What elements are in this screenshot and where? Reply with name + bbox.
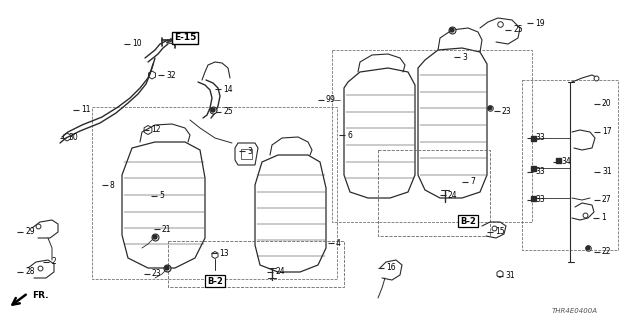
Text: 1: 1 bbox=[601, 213, 605, 222]
Text: 24: 24 bbox=[275, 268, 285, 276]
Text: 16: 16 bbox=[386, 263, 396, 273]
Text: 32: 32 bbox=[166, 70, 175, 79]
Bar bbox=[522, 80, 618, 250]
Text: 3: 3 bbox=[247, 147, 252, 156]
Text: 31: 31 bbox=[602, 167, 612, 177]
Text: B-2: B-2 bbox=[460, 217, 476, 226]
Text: 27: 27 bbox=[602, 196, 612, 204]
Circle shape bbox=[450, 28, 454, 32]
Text: 19: 19 bbox=[535, 19, 545, 28]
Text: 12: 12 bbox=[151, 125, 161, 134]
Text: E-15: E-15 bbox=[174, 34, 196, 43]
Text: 33: 33 bbox=[535, 196, 545, 204]
Text: 8: 8 bbox=[110, 180, 115, 189]
Bar bbox=[92, 107, 337, 279]
Text: 17: 17 bbox=[602, 127, 612, 137]
Text: 29: 29 bbox=[25, 228, 35, 236]
Text: 34: 34 bbox=[561, 157, 571, 166]
Text: 2: 2 bbox=[51, 258, 56, 267]
Text: 30: 30 bbox=[68, 133, 77, 142]
Text: 21: 21 bbox=[162, 225, 172, 234]
Bar bbox=[531, 135, 536, 140]
Text: 33: 33 bbox=[535, 167, 545, 177]
Bar bbox=[531, 165, 536, 171]
Text: 25: 25 bbox=[513, 26, 523, 35]
Bar bbox=[531, 196, 536, 201]
Text: FR.: FR. bbox=[32, 292, 49, 300]
Text: 10: 10 bbox=[132, 39, 141, 49]
Text: 28: 28 bbox=[25, 268, 35, 276]
Text: 31: 31 bbox=[505, 271, 515, 281]
Text: 24: 24 bbox=[448, 190, 458, 199]
Text: 9: 9 bbox=[326, 95, 331, 105]
Text: THR4E0400A: THR4E0400A bbox=[552, 308, 598, 314]
Bar bbox=[332, 50, 532, 222]
Text: 11: 11 bbox=[81, 106, 90, 115]
Circle shape bbox=[165, 266, 169, 270]
Text: 7: 7 bbox=[470, 178, 475, 187]
Text: 20: 20 bbox=[602, 100, 612, 108]
Bar bbox=[556, 157, 561, 163]
Text: 15: 15 bbox=[495, 228, 504, 236]
Bar bbox=[378, 150, 490, 236]
Text: 9: 9 bbox=[330, 95, 335, 105]
Text: B-2: B-2 bbox=[207, 276, 223, 285]
Text: 22: 22 bbox=[602, 247, 611, 257]
Text: 23: 23 bbox=[502, 107, 511, 116]
Text: 25: 25 bbox=[223, 108, 232, 116]
Text: 6: 6 bbox=[347, 131, 352, 140]
Text: 23: 23 bbox=[152, 269, 162, 278]
Circle shape bbox=[211, 108, 215, 112]
Text: 14: 14 bbox=[223, 84, 232, 93]
Text: 33: 33 bbox=[535, 133, 545, 142]
Text: 5: 5 bbox=[159, 191, 164, 201]
Circle shape bbox=[153, 235, 157, 239]
Text: 13: 13 bbox=[219, 249, 228, 258]
Circle shape bbox=[488, 106, 492, 110]
Text: 4: 4 bbox=[336, 238, 341, 247]
Text: 3: 3 bbox=[462, 52, 467, 61]
Circle shape bbox=[586, 246, 590, 250]
Bar bbox=[168, 241, 344, 287]
